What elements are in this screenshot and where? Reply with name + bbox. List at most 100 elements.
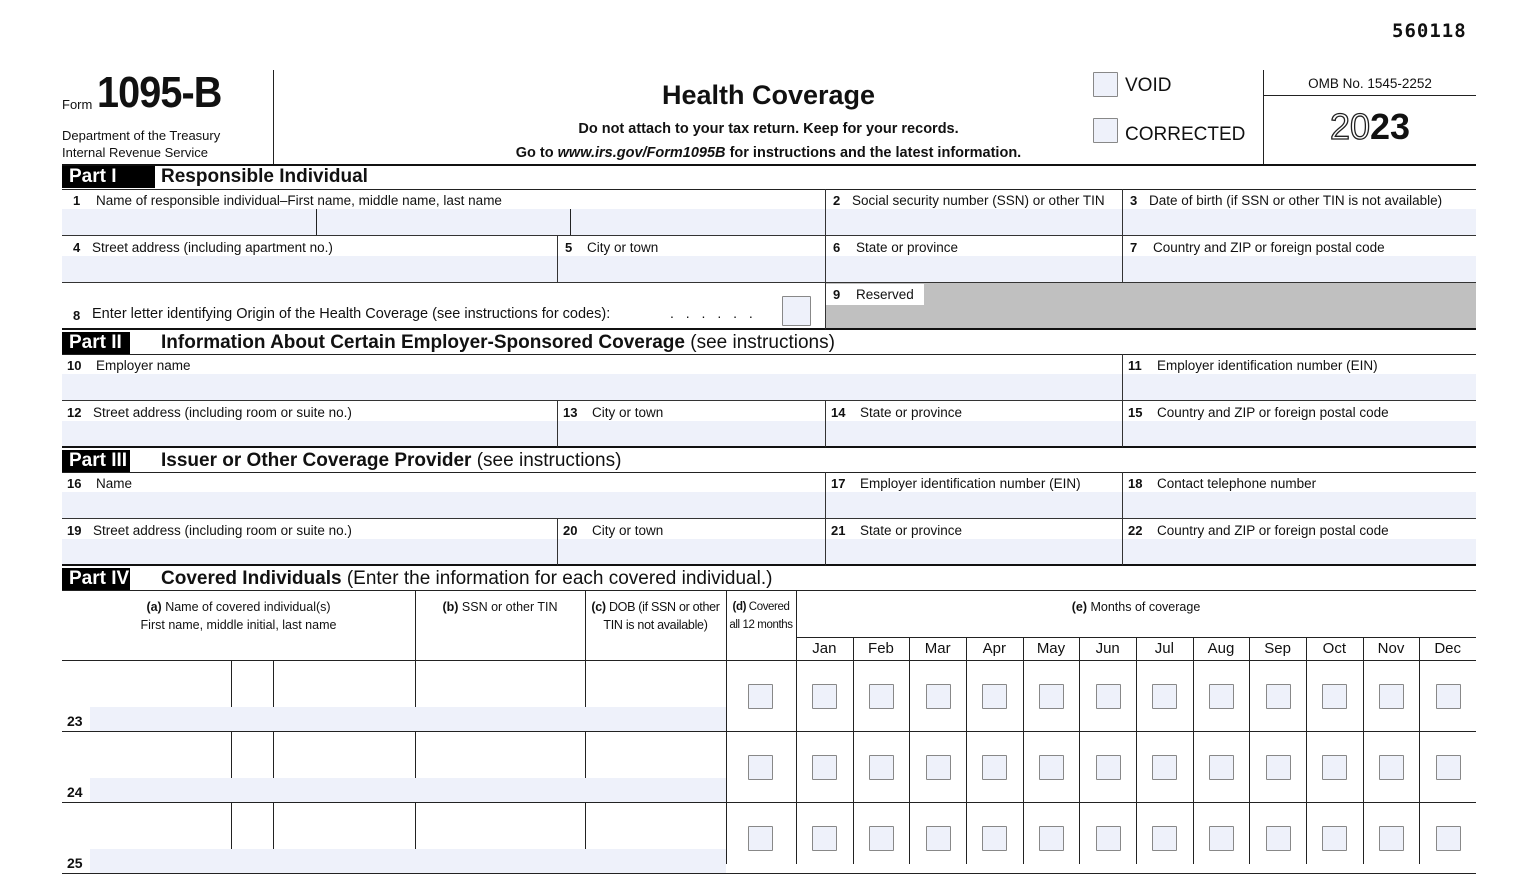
field-15-zip[interactable]: 15 Country and ZIP or foreign postal code bbox=[1122, 401, 1476, 448]
row-25-mar-checkbox[interactable] bbox=[925, 826, 951, 851]
field-16-name[interactable]: 16 Name bbox=[62, 472, 825, 519]
row-25-aug-checkbox[interactable] bbox=[1209, 826, 1234, 851]
field-12-street[interactable]: 12 Street address (including room or suit… bbox=[62, 401, 557, 448]
row-23-apr-checkbox[interactable] bbox=[982, 684, 1008, 709]
field-7-zip[interactable]: 7 Country and ZIP or foreign postal code bbox=[1122, 236, 1476, 283]
row-23-aug-checkbox[interactable] bbox=[1209, 684, 1234, 709]
field-19-street[interactable]: 19 Street address (including room or suit… bbox=[62, 519, 557, 566]
row-24-jul-checkbox[interactable] bbox=[1152, 755, 1178, 780]
field-num: 16 bbox=[67, 476, 82, 491]
field-18-phone[interactable]: 18 Contact telephone number bbox=[1122, 472, 1476, 519]
field-11-ein[interactable]: 11 Employer identification number (EIN) bbox=[1122, 354, 1476, 401]
row-24-oct-checkbox[interactable] bbox=[1322, 755, 1348, 780]
row-23-nov-checkbox[interactable] bbox=[1379, 684, 1404, 709]
row-24-may-checkbox[interactable] bbox=[1039, 755, 1064, 780]
row-24-middle-initial-input[interactable] bbox=[232, 732, 273, 802]
corrected-checkbox[interactable] bbox=[1093, 118, 1118, 143]
row-23-jul-checkbox[interactable] bbox=[1152, 684, 1178, 709]
col-d-line2: all 12 months bbox=[729, 619, 793, 631]
row-24-sep-checkbox[interactable] bbox=[1265, 755, 1291, 780]
field-num: 1 bbox=[73, 193, 81, 208]
field-num: 8 bbox=[73, 308, 81, 323]
row-25-may-checkbox[interactable] bbox=[1039, 826, 1064, 851]
column-divider bbox=[1306, 637, 1307, 864]
row-23-middle-initial-input[interactable] bbox=[232, 661, 273, 731]
row-25-jan-checkbox[interactable] bbox=[812, 826, 838, 851]
month-header-jul: Jul bbox=[1154, 640, 1174, 657]
row-24-mar-checkbox[interactable] bbox=[925, 755, 951, 780]
row-25-jul-checkbox[interactable] bbox=[1152, 826, 1178, 851]
column-divider bbox=[1362, 637, 1364, 864]
row-25-sep-checkbox[interactable] bbox=[1265, 826, 1291, 851]
row-23-last-name-input[interactable] bbox=[274, 661, 415, 731]
row-25-middle-initial-input[interactable] bbox=[232, 803, 273, 873]
row-23-dec-checkbox[interactable] bbox=[1435, 684, 1461, 709]
row-24-apr-checkbox[interactable] bbox=[982, 755, 1008, 780]
row-23-jan-checkbox[interactable] bbox=[812, 684, 838, 709]
field-2-ssn[interactable]: 2 Social security number (SSN) or other T… bbox=[825, 189, 1122, 236]
row-23-first-name-input[interactable] bbox=[90, 661, 231, 731]
col-letter: (e) bbox=[1071, 600, 1087, 614]
field-3-dob[interactable]: 3 Date of birth (if SSN or other TIN is n… bbox=[1122, 189, 1476, 236]
row-24-input-band[interactable] bbox=[90, 778, 726, 802]
row-25-apr-checkbox[interactable] bbox=[982, 826, 1008, 851]
field-num: 7 bbox=[1130, 240, 1138, 255]
row-25-oct-checkbox[interactable] bbox=[1322, 826, 1348, 851]
row-23-jun-checkbox[interactable] bbox=[1095, 684, 1121, 709]
row-24-aug-checkbox[interactable] bbox=[1209, 755, 1234, 780]
field-num: 20 bbox=[563, 523, 578, 538]
row-24-last-name-input[interactable] bbox=[274, 732, 415, 802]
field-22-zip[interactable]: 22 Country and ZIP or foreign postal code bbox=[1122, 519, 1476, 566]
row-23-may-checkbox[interactable] bbox=[1039, 684, 1064, 709]
field-10-employer-name[interactable]: 10 Employer name bbox=[62, 354, 1122, 401]
row-25-last-name-input[interactable] bbox=[274, 803, 415, 873]
irs-link[interactable]: www.irs.gov/Form1095B bbox=[557, 145, 726, 161]
month-header-apr: Apr bbox=[982, 640, 1006, 657]
part1-title: Responsible Individual bbox=[161, 166, 368, 188]
field-label: Name bbox=[96, 476, 133, 491]
row-23-mar-checkbox[interactable] bbox=[925, 684, 951, 709]
row-25-all-12-months-checkbox[interactable] bbox=[748, 826, 773, 851]
origin-code-input[interactable] bbox=[782, 296, 811, 326]
row-23-feb-checkbox[interactable] bbox=[869, 684, 894, 709]
row-24-jan-checkbox[interactable] bbox=[812, 755, 838, 780]
row-23-dob-input[interactable] bbox=[586, 661, 726, 731]
row-23-all-12-months-checkbox[interactable] bbox=[748, 684, 773, 709]
row-23-oct-checkbox[interactable] bbox=[1322, 684, 1348, 709]
row-24-nov-checkbox[interactable] bbox=[1379, 755, 1404, 780]
row-24-jun-checkbox[interactable] bbox=[1095, 755, 1121, 780]
field-20-city[interactable]: 20 City or town bbox=[557, 519, 825, 566]
corrected-label: CORRECTED bbox=[1125, 124, 1246, 145]
row-25-dob-input[interactable] bbox=[586, 803, 726, 873]
row-24-ssn-input[interactable] bbox=[416, 732, 585, 802]
row-25-dec-checkbox[interactable] bbox=[1435, 826, 1461, 851]
row-23-sep-checkbox[interactable] bbox=[1265, 684, 1291, 709]
field-13-city[interactable]: 13 City or town bbox=[557, 401, 825, 448]
field-21-state[interactable]: 21 State or province bbox=[825, 519, 1122, 566]
row-23-ssn-input[interactable] bbox=[416, 661, 585, 731]
row-25-ssn-input[interactable] bbox=[416, 803, 585, 873]
column-divider bbox=[796, 590, 797, 864]
row-24-dob-input[interactable] bbox=[586, 732, 726, 802]
month-header-mar: Mar bbox=[924, 640, 951, 657]
row-25-nov-checkbox[interactable] bbox=[1379, 826, 1404, 851]
field-6-state[interactable]: 6 State or province bbox=[825, 236, 1122, 283]
void-checkbox[interactable] bbox=[1093, 72, 1118, 97]
row-24-dec-checkbox[interactable] bbox=[1435, 755, 1461, 780]
row-number: 23 bbox=[67, 713, 83, 729]
field-5-city[interactable]: 5 City or town bbox=[557, 236, 825, 283]
row-23-input-band[interactable] bbox=[90, 707, 726, 731]
field-14-state[interactable]: 14 State or province bbox=[825, 401, 1122, 448]
row-25-feb-checkbox[interactable] bbox=[869, 826, 894, 851]
field-17-ein[interactable]: 17 Employer identification number (EIN) bbox=[825, 472, 1122, 519]
field-4-street[interactable]: 4 Street address (including apartment no.… bbox=[62, 236, 557, 283]
row-25-first-name-input[interactable] bbox=[90, 803, 231, 873]
month-header-sep: Sep bbox=[1264, 640, 1291, 657]
row-24-first-name-input[interactable] bbox=[90, 732, 231, 802]
month-header-may: May bbox=[1036, 640, 1066, 657]
part2-title-text: Information About Certain Employer-Spons… bbox=[161, 332, 685, 353]
row-24-feb-checkbox[interactable] bbox=[869, 755, 894, 780]
row-24-all-12-months-checkbox[interactable] bbox=[748, 755, 773, 780]
row-25-jun-checkbox[interactable] bbox=[1095, 826, 1121, 851]
field-1-name[interactable]: 1 Name of responsible individual–First na… bbox=[62, 189, 825, 236]
